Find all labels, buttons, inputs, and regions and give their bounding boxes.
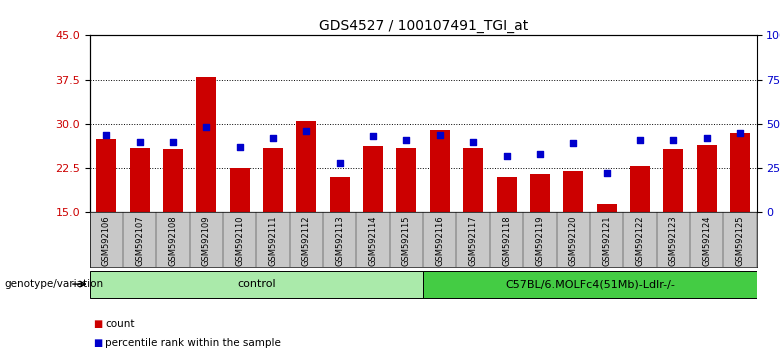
Point [700, 135, 713, 141]
Point [467, 139, 480, 144]
Bar [463, 148, 483, 212]
Bar [263, 148, 283, 212]
Point [734, 130, 746, 136]
Bar [396, 148, 417, 212]
Text: GSM592123: GSM592123 [668, 215, 678, 266]
Bar [230, 168, 250, 212]
Point [133, 139, 146, 144]
Point [300, 128, 313, 134]
Point [500, 153, 512, 159]
Text: GSM592120: GSM592120 [569, 215, 578, 266]
Bar [597, 204, 616, 212]
Point [434, 132, 446, 137]
Text: GSM592114: GSM592114 [369, 215, 378, 266]
Bar [163, 149, 183, 212]
Bar [697, 144, 717, 212]
Text: control: control [237, 279, 276, 289]
Bar [129, 148, 150, 212]
Text: percentile rank within the sample: percentile rank within the sample [105, 338, 281, 348]
Text: GSM592106: GSM592106 [102, 215, 111, 266]
Point [267, 135, 279, 141]
Text: GSM592125: GSM592125 [736, 215, 744, 266]
Point [334, 160, 346, 166]
Point [567, 141, 580, 146]
Point [400, 137, 413, 143]
Point [200, 125, 213, 130]
Text: GSM592118: GSM592118 [502, 215, 511, 266]
Text: GSM592113: GSM592113 [335, 215, 344, 266]
Point [667, 137, 679, 143]
Point [100, 132, 112, 137]
Point [601, 171, 613, 176]
Text: GSM592117: GSM592117 [469, 215, 477, 266]
Text: ■: ■ [94, 319, 103, 329]
Bar [730, 133, 750, 212]
Text: GSM592110: GSM592110 [236, 215, 244, 266]
Text: genotype/variation: genotype/variation [4, 279, 103, 289]
Bar [330, 177, 349, 212]
Bar [197, 77, 216, 212]
Text: ■: ■ [94, 338, 103, 348]
Text: GSM592107: GSM592107 [135, 215, 144, 266]
Text: GSM592112: GSM592112 [302, 215, 311, 266]
Bar [363, 146, 383, 212]
Text: GSM592124: GSM592124 [702, 215, 711, 266]
Bar [497, 177, 516, 212]
Bar [563, 171, 583, 212]
Bar [97, 139, 116, 212]
Bar [90, 270, 423, 298]
Text: GSM592108: GSM592108 [168, 215, 178, 266]
Text: GSM592109: GSM592109 [202, 215, 211, 266]
Title: GDS4527 / 100107491_TGI_at: GDS4527 / 100107491_TGI_at [318, 19, 528, 33]
Text: GSM592116: GSM592116 [435, 215, 445, 266]
Text: GSM592119: GSM592119 [535, 215, 544, 266]
Bar [423, 270, 757, 298]
Point [167, 139, 179, 144]
Point [633, 137, 646, 143]
Text: GSM592115: GSM592115 [402, 215, 411, 266]
Point [367, 133, 379, 139]
Point [233, 144, 246, 150]
Bar [630, 166, 650, 212]
Text: GSM592122: GSM592122 [636, 215, 644, 266]
Bar [530, 174, 550, 212]
Point [534, 151, 546, 157]
Text: count: count [105, 319, 135, 329]
Bar [430, 130, 450, 212]
Bar [663, 149, 683, 212]
Text: GSM592111: GSM592111 [268, 215, 278, 266]
Text: GSM592121: GSM592121 [602, 215, 611, 266]
Bar [296, 121, 317, 212]
Text: C57BL/6.MOLFc4(51Mb)-Ldlr-/-: C57BL/6.MOLFc4(51Mb)-Ldlr-/- [505, 279, 675, 289]
